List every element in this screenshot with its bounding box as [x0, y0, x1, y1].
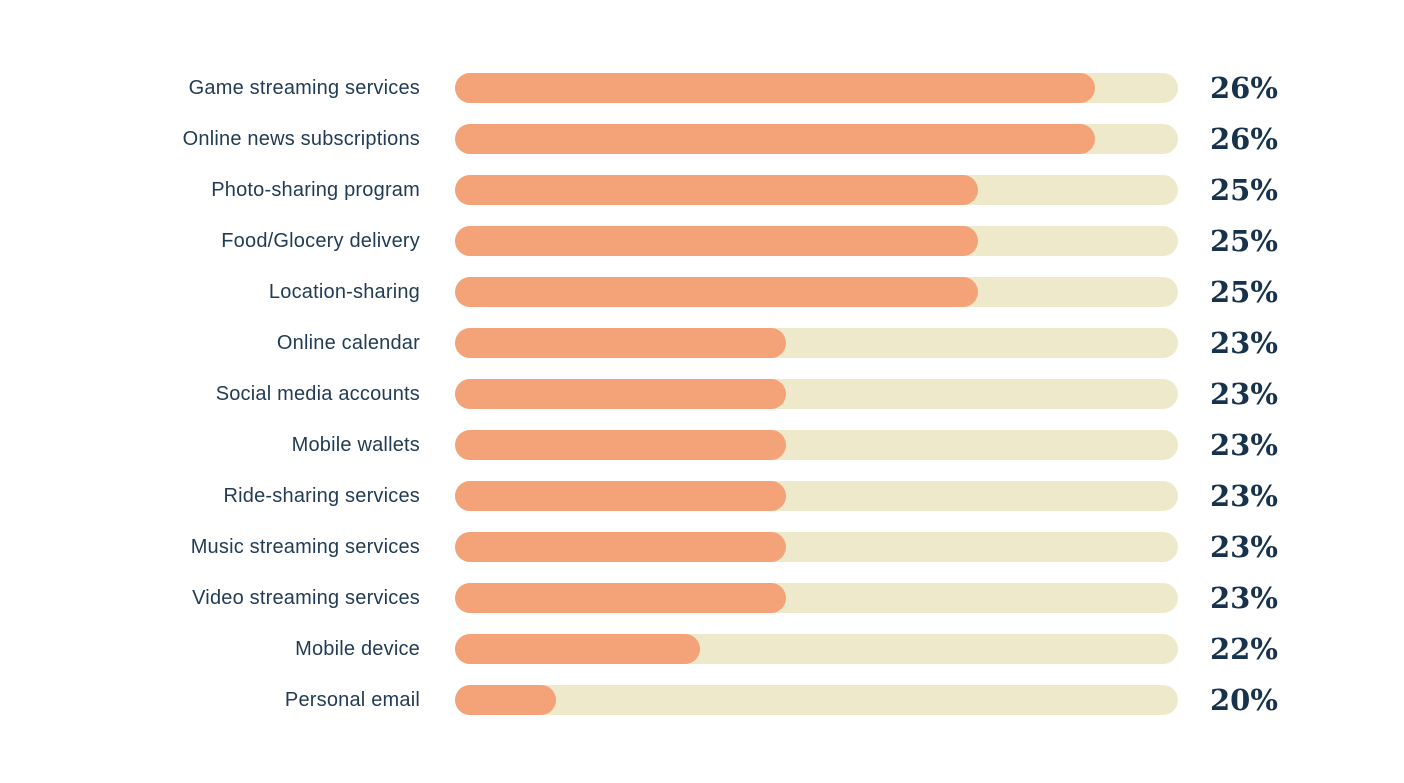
bar-track: [455, 379, 1178, 409]
bar-category-label: Online calendar: [276, 332, 420, 354]
bar-track: [455, 634, 1178, 664]
bar-track: [455, 481, 1178, 511]
bar-fill: [455, 685, 557, 715]
bar-fill: [455, 328, 787, 358]
bar-track: [455, 430, 1178, 460]
bar-category-label: Social media accounts: [215, 383, 420, 405]
bar-value-label: 20%: [1210, 683, 1278, 717]
bar-fill: [455, 277, 978, 307]
bar-row: Music streaming services 23%: [0, 530, 1404, 564]
bar-value-label: 23%: [1210, 530, 1278, 564]
bar-fill: [455, 73, 1095, 103]
bar-value-label: 23%: [1210, 581, 1278, 615]
bar-row: Video streaming services 23%: [0, 581, 1404, 615]
bar-fill: [455, 226, 978, 256]
bar-category-label: Online news subscriptions: [182, 128, 420, 150]
bar-row: Personal email 20%: [0, 683, 1404, 717]
bar-track: [455, 175, 1178, 205]
bar-row: Online calendar 23%: [0, 326, 1404, 360]
bar-fill: [455, 379, 787, 409]
bar-category-label: Game streaming services: [188, 77, 420, 99]
bar-category-label: Ride-sharing services: [223, 485, 420, 507]
bar-value-label: 23%: [1210, 428, 1278, 462]
bar-fill: [455, 124, 1095, 154]
bar-track: [455, 532, 1178, 562]
bar-row: Photo-sharing program 25%: [0, 173, 1404, 207]
bar-fill: [455, 532, 787, 562]
bar-category-label: Mobile device: [295, 638, 420, 660]
bar-row: Social media accounts 23%: [0, 377, 1404, 411]
bar-category-label: Music streaming services: [190, 536, 420, 558]
bar-category-label: Photo-sharing program: [211, 179, 420, 201]
bar-category-label: Personal email: [284, 689, 420, 711]
bar-row: Game streaming services 26%: [0, 71, 1404, 105]
bar-track: [455, 583, 1178, 613]
bar-value-label: 22%: [1210, 632, 1278, 666]
bar-track: [455, 73, 1178, 103]
bar-fill: [455, 175, 978, 205]
bar-row: Food/Glocery delivery 25%: [0, 224, 1404, 258]
bar-row: Mobile device 22%: [0, 632, 1404, 666]
bar-value-label: 23%: [1210, 479, 1278, 513]
percentage-bar-chart: Game streaming services 26% Online news …: [0, 71, 1404, 736]
bar-fill: [455, 634, 701, 664]
bar-value-label: 25%: [1210, 173, 1278, 207]
bar-row: Online news subscriptions 26%: [0, 122, 1404, 156]
bar-value-label: 23%: [1210, 326, 1278, 360]
bar-category-label: Video streaming services: [192, 587, 420, 609]
bar-value-label: 25%: [1210, 275, 1278, 309]
bar-row: Mobile wallets 23%: [0, 428, 1404, 462]
bar-track: [455, 685, 1178, 715]
bar-row: Location-sharing 25%: [0, 275, 1404, 309]
bar-value-label: 25%: [1210, 224, 1278, 258]
bar-fill: [455, 430, 787, 460]
bar-track: [455, 124, 1178, 154]
bar-fill: [455, 481, 787, 511]
bar-track: [455, 226, 1178, 256]
bar-value-label: 26%: [1210, 122, 1278, 156]
bar-fill: [455, 583, 787, 613]
bar-track: [455, 328, 1178, 358]
bar-category-label: Food/Glocery delivery: [221, 230, 420, 252]
bar-value-label: 23%: [1210, 377, 1278, 411]
bar-row: Ride-sharing services 23%: [0, 479, 1404, 513]
bar-category-label: Mobile wallets: [291, 434, 420, 456]
bar-value-label: 26%: [1210, 71, 1278, 105]
bar-track: [455, 277, 1178, 307]
bar-category-label: Location-sharing: [268, 281, 420, 303]
